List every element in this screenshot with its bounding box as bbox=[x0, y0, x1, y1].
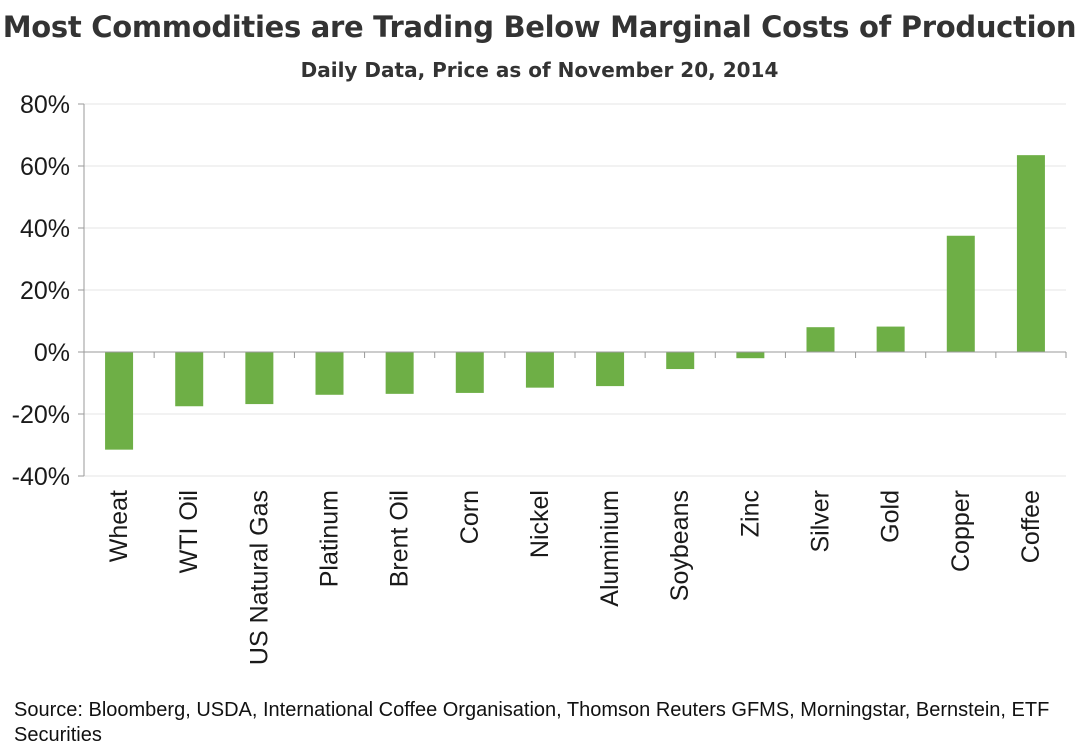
x-tick-label: Corn bbox=[456, 490, 484, 544]
axes bbox=[78, 103, 1067, 477]
bar-nickel bbox=[525, 352, 554, 388]
x-tick-label: Aluminium bbox=[596, 490, 624, 607]
bar-chart: -40% -20% 0% 20% 40% 60% 80% Wheat WTI Oil US Na… bbox=[12, 91, 1067, 665]
x-tick-label: Platinum bbox=[316, 490, 344, 587]
source-note: Source: Bloomberg, USDA, International C… bbox=[14, 699, 1050, 746]
y-tick-label: 20% bbox=[20, 277, 70, 305]
bar-coffee bbox=[1016, 155, 1045, 352]
y-tick-label: 0% bbox=[34, 339, 70, 367]
y-tick-label: -40% bbox=[12, 463, 70, 491]
x-tick-label: Zinc bbox=[736, 490, 764, 537]
bar-silver bbox=[806, 327, 835, 352]
x-tick-label: Copper bbox=[947, 490, 975, 572]
gridlines bbox=[84, 103, 1066, 477]
bar-gold bbox=[876, 326, 905, 352]
x-tick-label: Wheat bbox=[105, 490, 133, 562]
x-tick-label: Brent Oil bbox=[386, 490, 414, 587]
x-tick-label: WTI Oil bbox=[175, 490, 203, 573]
bar-aluminium bbox=[596, 352, 625, 387]
y-tick-labels: -40% -20% 0% 20% 40% 60% 80% bbox=[12, 91, 70, 491]
x-tick-label: Silver bbox=[807, 490, 835, 553]
x-tick-labels: Wheat WTI Oil US Natural Gas Platinum Brent … bbox=[105, 490, 1045, 665]
bar-zinc bbox=[736, 352, 765, 359]
x-tick-label: US Natural Gas bbox=[245, 490, 273, 665]
bar-copper bbox=[946, 235, 975, 352]
bar-platinum bbox=[315, 352, 344, 395]
bars bbox=[105, 155, 1045, 450]
x-tick-label: Coffee bbox=[1017, 490, 1045, 563]
chart-subtitle: Daily Data, Price as of November 20, 201… bbox=[300, 58, 779, 82]
y-tick-label: 40% bbox=[20, 215, 70, 243]
x-tick-label: Soybeans bbox=[666, 490, 694, 601]
bar-us-natural-gas bbox=[245, 352, 274, 405]
chart-title: Most Commodities are Trading Below Margi… bbox=[2, 10, 1077, 44]
y-tick-label: 80% bbox=[20, 91, 70, 119]
bar-corn bbox=[455, 352, 484, 393]
bar-wti-oil bbox=[175, 352, 204, 407]
y-tick-label: 60% bbox=[20, 153, 70, 181]
x-tick-label: Gold bbox=[877, 490, 905, 543]
y-tick-label: -20% bbox=[12, 401, 70, 429]
x-tick-label: Nickel bbox=[526, 490, 554, 558]
bar-brent-oil bbox=[385, 352, 414, 394]
bar-wheat bbox=[105, 352, 134, 450]
bar-soybeans bbox=[666, 352, 695, 370]
